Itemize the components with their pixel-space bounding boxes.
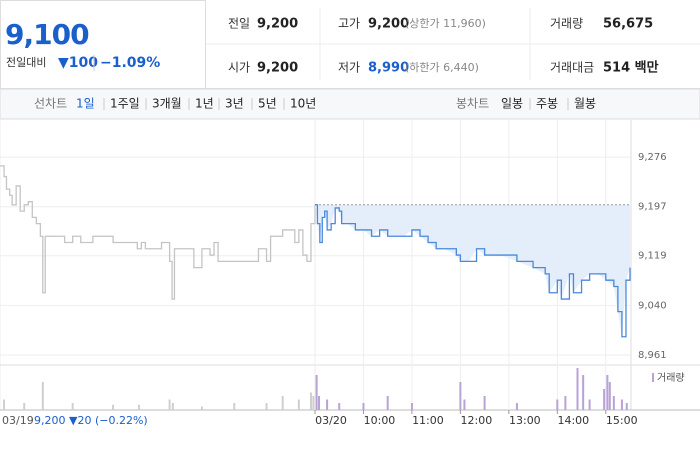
volume-bar: [612, 396, 615, 410]
y-tick-label: 9,119: [638, 251, 667, 262]
tab[interactable]: 주봉: [536, 97, 558, 111]
volume-bar: [112, 404, 115, 410]
volume-bar: [200, 406, 203, 410]
volume-bar: [318, 396, 321, 410]
tab[interactable]: 10년: [290, 97, 316, 111]
x-tick-label: 10:00: [364, 414, 396, 427]
volume-bar: [625, 403, 628, 410]
tab[interactable]: 일봉: [501, 97, 523, 111]
price-box: [0, 0, 206, 89]
volume-bar: [168, 399, 171, 410]
volume-bar: [23, 403, 26, 410]
volume-bar: [603, 389, 606, 410]
quote-note: (상한가 11,960): [405, 17, 486, 30]
tab[interactable]: 3년: [225, 97, 244, 111]
volume-bar: [515, 403, 518, 410]
volume-bar: [620, 399, 623, 410]
volume-bar: [338, 403, 341, 410]
quote-label: 거래량: [550, 17, 583, 31]
quote-label: 저가: [338, 61, 360, 75]
prev-info: 9,200 ▼20 (−0.22%): [34, 414, 148, 427]
tab-bar: [0, 88, 700, 120]
volume-bar: [362, 403, 365, 410]
volume-bar: [71, 403, 74, 410]
x-tick-label: 15:00: [606, 414, 638, 427]
quote-note: (하한가 6,440): [405, 60, 479, 74]
quote-value: 9,200: [257, 61, 298, 76]
quote-value: 9,200: [368, 17, 409, 32]
volume-bar: [459, 382, 462, 410]
x-tick-label: 03/20: [315, 414, 347, 427]
current-price: 9,100: [5, 18, 89, 51]
volume-bar: [326, 399, 329, 410]
price-line: [315, 204, 631, 338]
area-fill: [315, 204, 630, 337]
y-tick-label: 9,276: [638, 152, 667, 163]
y-tick-label: 9,040: [638, 300, 667, 311]
volume-bar: [588, 399, 591, 410]
x-tick-label: 14:00: [557, 414, 589, 427]
quote-label: 고가: [338, 17, 360, 31]
volume-bar: [556, 399, 559, 410]
tab[interactable]: 5년: [258, 97, 277, 111]
x-tick-label: 13:00: [509, 414, 541, 427]
volume-bar: [386, 396, 389, 410]
volume-bar: [608, 382, 611, 410]
tab-group-label: 봉차트: [456, 97, 489, 111]
volume-bar: [233, 403, 236, 410]
quote-label: 전일: [228, 17, 250, 31]
volume-bar: [3, 399, 6, 410]
volume-bar: [483, 396, 486, 410]
volume-bar: [410, 403, 413, 410]
legend-label: 거래량: [657, 372, 685, 384]
tab[interactable]: 1일: [76, 97, 95, 111]
quote-label: 거래대금: [550, 61, 594, 75]
legend-swatch: [652, 373, 654, 382]
tab[interactable]: 월봉: [574, 97, 596, 111]
volume-bar: [281, 396, 284, 410]
quote-value: 9,200: [257, 17, 298, 32]
volume-bar: [309, 392, 312, 410]
change-rate: −1.09%: [100, 55, 160, 71]
volume-bar: [606, 375, 609, 410]
y-tick-label: 9,197: [638, 202, 667, 213]
quote-value: 514 백만: [603, 60, 659, 76]
volume-bar: [41, 382, 44, 410]
volume-bar: [297, 399, 300, 410]
x-tick-label: 12:00: [461, 414, 493, 427]
volume-bar: [564, 396, 567, 410]
volume-bar: [463, 399, 466, 410]
y-tick-label: 8,961: [638, 350, 667, 361]
tab[interactable]: 1주일: [110, 97, 140, 111]
volume-bar: [137, 404, 140, 410]
tab[interactable]: 1년: [195, 97, 214, 111]
quote-value: 8,990: [368, 61, 409, 76]
quote-value: 56,675: [603, 17, 653, 32]
volume-bar: [582, 375, 585, 410]
volume-bar: [312, 396, 315, 410]
quote-label: 시가: [228, 61, 250, 75]
tab-group-label: 선차트: [34, 97, 67, 111]
volume-bar: [171, 403, 174, 410]
volume-bar: [265, 403, 268, 410]
x-tick-label: 11:00: [412, 414, 444, 427]
volume-bar: [315, 375, 318, 410]
prev-date: 03/19: [2, 414, 34, 427]
tab[interactable]: 3개월: [152, 97, 182, 111]
volume-bar: [576, 368, 579, 410]
change: ▼100: [58, 55, 98, 71]
change-label: 전일대비: [6, 55, 46, 69]
price-line: [0, 165, 316, 300]
